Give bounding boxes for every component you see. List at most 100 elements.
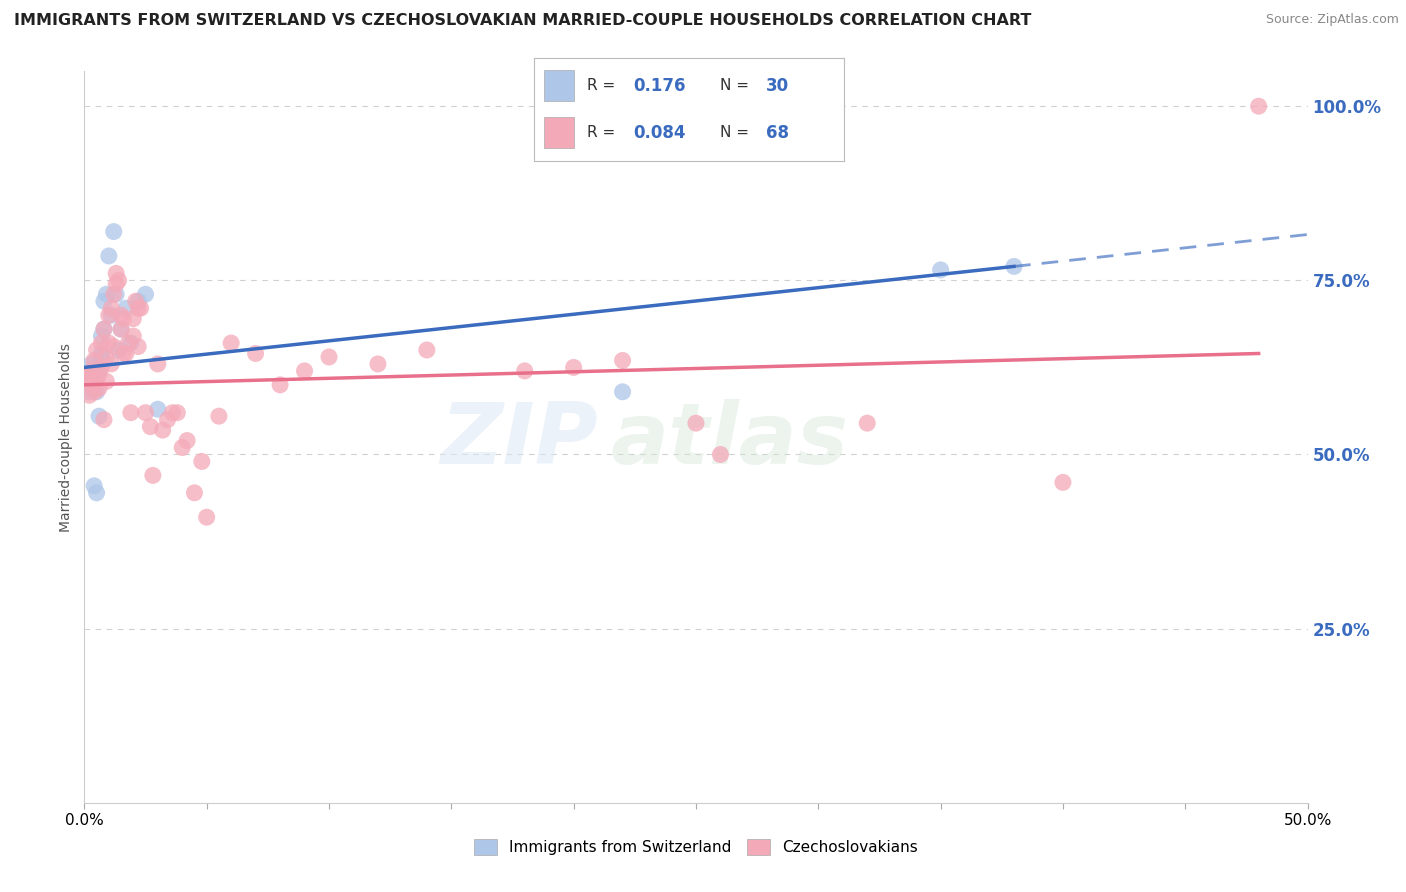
Point: [208, 409, 231, 424]
Point: [146, 357, 169, 371]
Point: [86, 485, 108, 500]
Point: [122, 311, 145, 326]
Point: [1052, 475, 1074, 490]
Point: [96, 375, 118, 389]
Text: 68: 68: [766, 124, 789, 142]
Text: atlas: atlas: [610, 400, 848, 483]
Point: [162, 406, 184, 420]
Text: 0.176: 0.176: [633, 77, 686, 95]
Point: [83, 360, 105, 375]
Point: [93, 322, 115, 336]
Point: [100, 357, 122, 371]
Text: R =: R =: [586, 126, 620, 140]
Point: [612, 384, 634, 399]
Point: [97, 249, 120, 263]
Point: [135, 406, 157, 420]
Point: [856, 416, 879, 430]
Text: N =: N =: [720, 126, 754, 140]
Point: [87, 364, 110, 378]
Point: [105, 266, 128, 280]
Point: [100, 308, 122, 322]
Point: [146, 402, 169, 417]
Point: [97, 336, 120, 351]
Point: [112, 311, 135, 326]
Point: [139, 419, 162, 434]
Point: [127, 294, 149, 309]
Point: [127, 339, 149, 353]
Point: [367, 357, 389, 371]
Point: [87, 381, 110, 395]
Point: [93, 294, 115, 309]
Point: [172, 441, 194, 455]
Point: [93, 412, 115, 426]
Point: [103, 225, 125, 239]
Text: Source: ZipAtlas.com: Source: ZipAtlas.com: [1265, 13, 1399, 27]
Point: [195, 510, 218, 524]
Point: [80, 371, 103, 385]
Point: [929, 263, 952, 277]
Point: [100, 301, 122, 316]
Point: [96, 350, 118, 364]
Point: [86, 375, 108, 389]
Text: R =: R =: [586, 78, 620, 93]
Point: [318, 350, 340, 364]
Point: [110, 322, 132, 336]
Y-axis label: Married-couple Households: Married-couple Households: [59, 343, 73, 532]
Point: [176, 434, 198, 448]
Point: [269, 377, 291, 392]
Point: [86, 343, 108, 357]
Legend: Immigrants from Switzerland, Czechoslovakians: Immigrants from Switzerland, Czechoslova…: [468, 833, 924, 861]
Point: [416, 343, 439, 357]
Point: [90, 350, 112, 364]
Point: [125, 294, 148, 309]
Point: [513, 364, 536, 378]
Point: [115, 301, 138, 316]
Bar: [544, 70, 575, 101]
Point: [77, 388, 100, 402]
Point: [76, 368, 98, 382]
Point: [120, 336, 142, 351]
Point: [245, 346, 267, 360]
Point: [80, 364, 103, 378]
Point: [152, 423, 174, 437]
Point: [219, 336, 242, 351]
Point: [1247, 99, 1270, 113]
Point: [90, 329, 112, 343]
Text: 0.084: 0.084: [633, 124, 686, 142]
Point: [166, 406, 188, 420]
Point: [294, 364, 316, 378]
Text: IMMIGRANTS FROM SWITZERLAND VS CZECHOSLOVAKIAN MARRIED-COUPLE HOUSEHOLDS CORRELA: IMMIGRANTS FROM SWITZERLAND VS CZECHOSLO…: [14, 13, 1032, 29]
Point: [77, 368, 100, 382]
Point: [86, 384, 108, 399]
Point: [709, 448, 731, 462]
Point: [156, 412, 179, 426]
Point: [83, 479, 105, 493]
Point: [105, 277, 128, 291]
Point: [83, 384, 105, 399]
Point: [1002, 260, 1025, 274]
Point: [83, 353, 105, 368]
Point: [97, 308, 120, 322]
Point: [93, 322, 115, 336]
Point: [612, 353, 634, 368]
Point: [80, 377, 103, 392]
Text: 30: 30: [766, 77, 789, 95]
Point: [77, 384, 100, 399]
Point: [80, 357, 103, 371]
Text: ZIP: ZIP: [440, 400, 598, 483]
Point: [127, 301, 149, 316]
Point: [105, 287, 128, 301]
Text: N =: N =: [720, 78, 754, 93]
Point: [110, 308, 132, 322]
Point: [135, 287, 157, 301]
Point: [76, 371, 98, 385]
Point: [110, 322, 132, 336]
Point: [183, 485, 205, 500]
Point: [115, 346, 138, 360]
Point: [122, 329, 145, 343]
Point: [107, 343, 129, 357]
Point: [90, 336, 112, 351]
Point: [107, 273, 129, 287]
Point: [142, 468, 165, 483]
Point: [103, 287, 125, 301]
